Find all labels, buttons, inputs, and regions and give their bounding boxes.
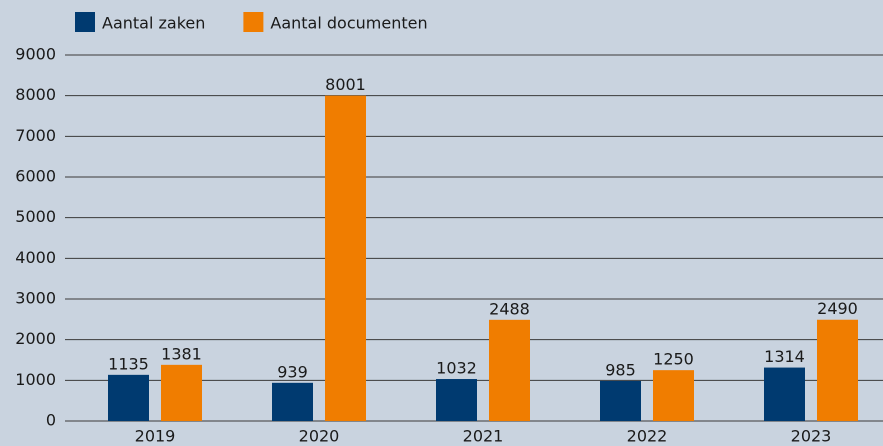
data-label: 8001 [325, 75, 366, 94]
data-label: 1032 [436, 359, 477, 378]
bar [272, 382, 313, 421]
legend-label: Aantal zaken [102, 14, 205, 33]
y-tick-label: 7000 [15, 126, 56, 145]
x-tick-label: 2023 [791, 427, 832, 446]
bar [436, 379, 477, 421]
data-label: 2488 [489, 299, 530, 318]
bar [600, 380, 641, 421]
x-tick-label: 2021 [463, 427, 504, 446]
data-label: 1381 [161, 344, 202, 363]
y-tick-label: 1000 [15, 370, 56, 389]
x-tick-label: 2020 [299, 427, 340, 446]
data-label: 2490 [817, 299, 858, 318]
bar [108, 374, 149, 421]
bar [817, 319, 858, 421]
bar [325, 95, 366, 421]
y-tick-label: 6000 [15, 167, 56, 186]
y-tick-label: 8000 [15, 85, 56, 104]
bar [489, 319, 530, 421]
x-tick-label: 2022 [627, 427, 668, 446]
y-tick-label: 3000 [15, 289, 56, 308]
bar [161, 364, 202, 421]
data-label: 985 [605, 360, 636, 379]
data-label: 939 [277, 362, 308, 381]
x-tick-label: 2019 [135, 427, 176, 446]
y-tick-label: 4000 [15, 248, 56, 267]
legend-swatch [75, 12, 95, 32]
y-tick-label: 0 [46, 411, 56, 430]
data-label: 1250 [653, 350, 694, 369]
data-label: 1314 [764, 347, 805, 366]
data-label: 1135 [108, 354, 149, 373]
bar [653, 370, 694, 421]
legend-label: Aantal documenten [270, 14, 427, 33]
legend-swatch [243, 12, 264, 32]
y-tick-label: 5000 [15, 207, 56, 226]
y-tick-label: 2000 [15, 329, 56, 348]
bar [764, 367, 805, 421]
y-tick-label: 9000 [15, 45, 56, 64]
